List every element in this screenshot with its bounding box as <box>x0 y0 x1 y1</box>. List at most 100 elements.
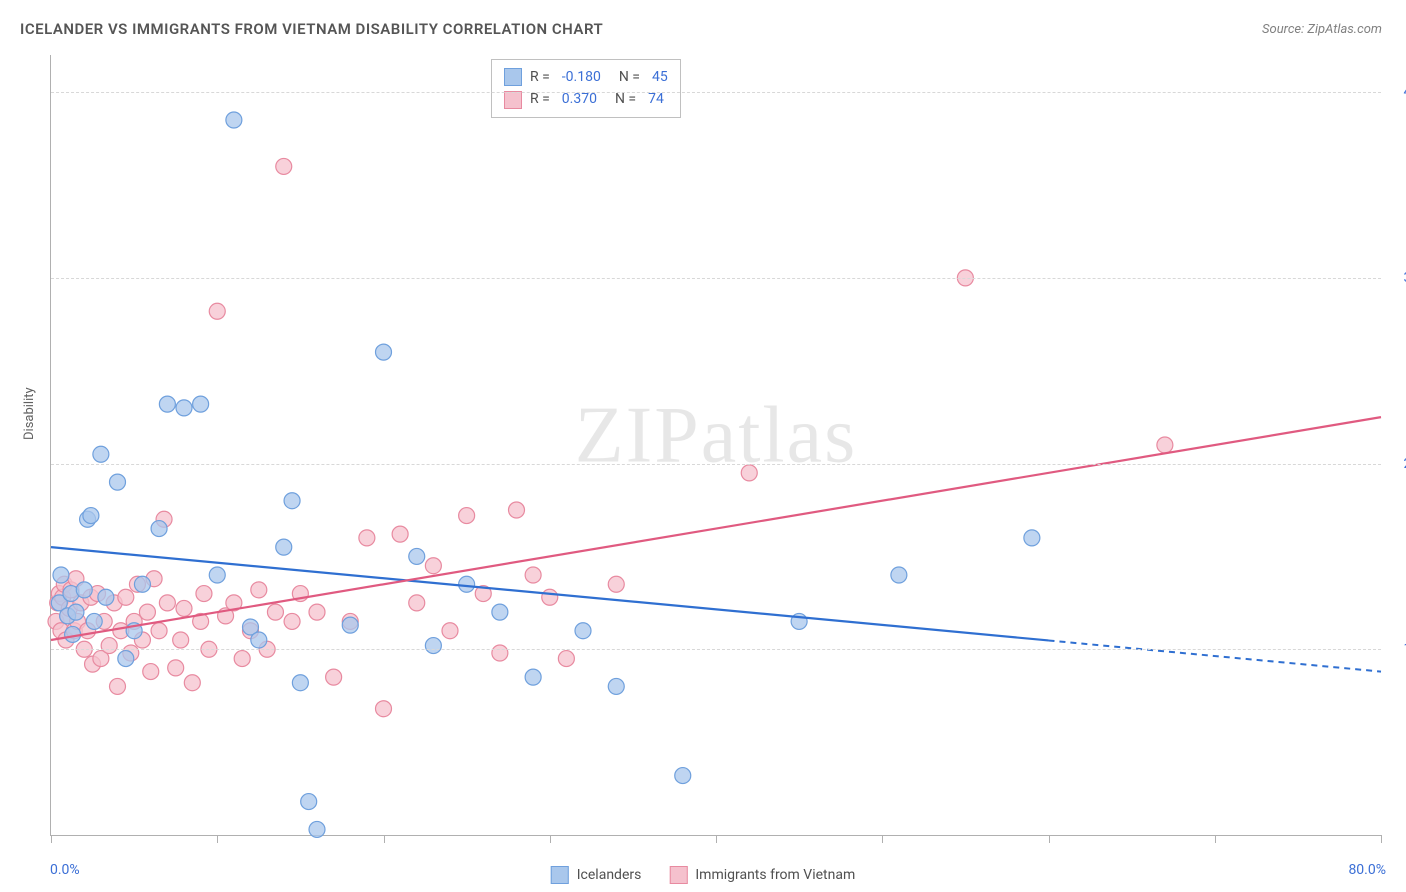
data-point <box>326 669 342 685</box>
x-tick <box>384 835 385 843</box>
data-point <box>159 396 175 412</box>
data-point <box>292 675 308 691</box>
legend-r-icelanders: -0.180 <box>562 66 601 88</box>
data-point <box>234 651 250 667</box>
data-point <box>267 604 283 620</box>
data-point <box>83 508 99 524</box>
data-point <box>226 112 242 128</box>
data-point <box>608 576 624 592</box>
gridline <box>51 649 1381 650</box>
data-point <box>741 465 757 481</box>
x-tick <box>550 835 551 843</box>
data-point <box>425 558 441 574</box>
data-point <box>118 651 134 667</box>
data-point <box>176 600 192 616</box>
trend-line <box>51 417 1381 640</box>
data-point <box>193 396 209 412</box>
data-point <box>118 589 134 605</box>
legend-n-icelanders: 45 <box>652 66 668 88</box>
y-axis-label: Disability <box>22 387 37 440</box>
x-tick <box>1049 835 1050 843</box>
data-point <box>608 678 624 694</box>
data-point <box>509 502 525 518</box>
gridline <box>51 464 1381 465</box>
x-tick <box>882 835 883 843</box>
data-point <box>442 623 458 639</box>
data-point <box>68 604 84 620</box>
data-point <box>151 623 167 639</box>
x-tick <box>217 835 218 843</box>
data-point <box>675 768 691 784</box>
data-point <box>176 400 192 416</box>
data-point <box>525 669 541 685</box>
legend-item-icelanders: Icelanders <box>551 866 642 884</box>
legend-r-label: R = <box>530 66 550 88</box>
data-point <box>575 623 591 639</box>
gridline <box>51 92 1381 93</box>
data-point <box>93 446 109 462</box>
x-tick <box>1215 835 1216 843</box>
legend-row-icelanders: R = -0.180 N = 45 <box>504 66 668 88</box>
correlation-legend: R = -0.180 N = 45 R = 0.370 N = 74 <box>491 59 681 118</box>
data-point <box>134 576 150 592</box>
data-point <box>392 526 408 542</box>
data-point <box>284 493 300 509</box>
data-point <box>284 613 300 629</box>
data-point <box>151 521 167 537</box>
source-attribution: Source: ZipAtlas.com <box>1262 22 1382 37</box>
data-point <box>101 638 117 654</box>
data-point <box>492 604 508 620</box>
swatch-vietnam-bottom <box>669 866 687 884</box>
data-point <box>251 632 267 648</box>
data-point <box>409 548 425 564</box>
x-tick <box>716 835 717 843</box>
data-point <box>309 604 325 620</box>
data-point <box>309 821 325 837</box>
data-point <box>98 589 114 605</box>
data-point <box>1024 530 1040 546</box>
chart-plot-area: ZIPatlas R = -0.180 N = 45 R = 0.370 N =… <box>50 55 1381 836</box>
data-point <box>86 613 102 629</box>
data-point <box>110 678 126 694</box>
data-point <box>143 664 159 680</box>
legend-label-vietnam: Immigrants from Vietnam <box>695 867 855 883</box>
data-point <box>209 567 225 583</box>
data-point <box>525 567 541 583</box>
data-point <box>459 508 475 524</box>
x-tick-label-max: 80.0% <box>1348 862 1386 878</box>
x-tick <box>1381 835 1382 843</box>
data-point <box>891 567 907 583</box>
data-point <box>459 576 475 592</box>
legend-item-vietnam: Immigrants from Vietnam <box>669 866 855 884</box>
chart-title: ICELANDER VS IMMIGRANTS FROM VIETNAM DIS… <box>20 20 603 38</box>
data-point <box>558 651 574 667</box>
data-point <box>376 701 392 717</box>
data-point <box>173 632 189 648</box>
trend-line-dashed <box>1049 640 1382 671</box>
data-point <box>425 638 441 654</box>
swatch-vietnam <box>504 91 522 109</box>
data-point <box>359 530 375 546</box>
gridline <box>51 278 1381 279</box>
x-tick-label-min: 0.0% <box>50 862 80 878</box>
data-point <box>209 303 225 319</box>
series-legend: Icelanders Immigrants from Vietnam <box>551 866 856 884</box>
swatch-icelanders <box>504 68 522 86</box>
data-point <box>159 595 175 611</box>
data-point <box>301 794 317 810</box>
swatch-icelanders-bottom <box>551 866 569 884</box>
data-point <box>184 675 200 691</box>
data-point <box>1157 437 1173 453</box>
x-tick <box>51 835 52 843</box>
data-point <box>409 595 425 611</box>
data-point <box>139 604 155 620</box>
data-point <box>376 344 392 360</box>
data-point <box>276 539 292 555</box>
data-point <box>276 158 292 174</box>
legend-label-icelanders: Icelanders <box>577 867 642 883</box>
data-point <box>76 582 92 598</box>
data-point <box>168 660 184 676</box>
scatter-svg <box>51 55 1381 835</box>
data-point <box>196 586 212 602</box>
data-point <box>251 582 267 598</box>
